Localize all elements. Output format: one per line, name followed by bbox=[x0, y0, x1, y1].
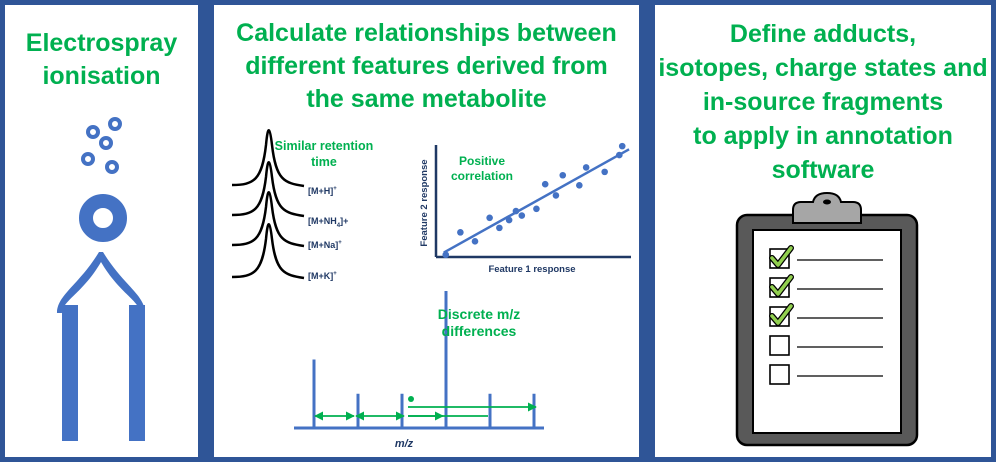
relationships-title-line-1: Calculate relationships between bbox=[236, 19, 617, 47]
peak-mh bbox=[231, 129, 305, 188]
scatter-x-label: Feature 1 response bbox=[488, 264, 575, 275]
scatter-point bbox=[442, 251, 450, 259]
checkbox bbox=[769, 335, 790, 356]
clipboard-icon bbox=[735, 191, 919, 447]
electrospray-title-line-2: ionisation bbox=[42, 62, 161, 90]
droplet bbox=[81, 152, 95, 166]
mz-reference-dot bbox=[408, 396, 414, 402]
checkmark-icon bbox=[770, 275, 793, 296]
correlation-label-line-2: correlation bbox=[451, 169, 513, 183]
scatter-point bbox=[541, 180, 549, 188]
scatter-point bbox=[533, 205, 540, 213]
peak-mna bbox=[231, 191, 305, 248]
relationships-title-line-3: the same metabolite bbox=[306, 85, 547, 113]
droplet bbox=[108, 117, 122, 131]
electrospray-title-line-1: Electrospray bbox=[25, 29, 178, 57]
scatter-point bbox=[559, 171, 567, 179]
scatter-point bbox=[512, 207, 520, 215]
chromatogram-peaks bbox=[231, 129, 305, 280]
correlation-scatter-plot bbox=[434, 142, 631, 259]
clipboard-clip-hole bbox=[823, 199, 831, 205]
mz-spectrum bbox=[294, 291, 544, 430]
relationships-illustration: Similar retention time [M+H]+ [M+NH4]+ [… bbox=[231, 129, 631, 450]
checklist-item bbox=[769, 303, 883, 327]
scatter-point bbox=[616, 151, 623, 159]
electrospray-illustration bbox=[57, 117, 145, 441]
relationships-title-line-2: different features derived from bbox=[245, 52, 608, 80]
mz-axis-label: m/z bbox=[395, 438, 414, 450]
annotation-title: Define adducts, isotopes, charge states … bbox=[655, 17, 991, 187]
relationships-panel: Calculate relationships between differen… bbox=[209, 0, 644, 462]
adduct-label-mna: [M+Na]+ bbox=[308, 240, 342, 250]
annotation-title-line-2: isotopes, charge states and bbox=[658, 54, 988, 82]
needle-wall-left bbox=[62, 305, 78, 441]
droplet bbox=[105, 160, 119, 174]
peak-mk bbox=[231, 223, 305, 280]
scatter-point bbox=[582, 164, 590, 171]
scatter-point bbox=[457, 229, 464, 236]
annotation-title-line-5: software bbox=[771, 156, 875, 184]
retention-label-line-2: time bbox=[311, 155, 337, 169]
adduct-label-mnh4: [M+NH4]+ bbox=[308, 216, 348, 229]
ion-ring bbox=[79, 194, 127, 242]
adduct-label-mh: [M+H]+ bbox=[308, 186, 337, 196]
scatter-point bbox=[576, 182, 583, 189]
checklist-item bbox=[769, 364, 883, 385]
electrospray-panel: Electrospray ionisation bbox=[0, 0, 203, 462]
annotation-panel: Define adducts, isotopes, charge states … bbox=[650, 0, 996, 462]
scatter-point bbox=[471, 238, 479, 245]
retention-label-line-1: Similar retention bbox=[275, 139, 374, 153]
scatter-point bbox=[486, 214, 493, 222]
spray-needle bbox=[57, 252, 145, 441]
checkmark-icon bbox=[770, 304, 793, 325]
checklist-item bbox=[769, 335, 883, 356]
peak-mnh4 bbox=[231, 161, 305, 218]
droplet bbox=[86, 125, 100, 139]
adduct-label-mk: [M+K]+ bbox=[308, 271, 337, 281]
trend-line bbox=[443, 148, 630, 254]
scatter-y-label: Feature 2 response bbox=[419, 159, 430, 246]
droplet bbox=[99, 136, 113, 150]
annotation-title-line-4: to apply in annotation bbox=[693, 122, 953, 150]
annotation-title-line-3: in-source fragments bbox=[702, 88, 944, 116]
checklist-item bbox=[769, 274, 883, 298]
mz-label-line-2: differences bbox=[442, 323, 517, 339]
checklist-item bbox=[769, 245, 883, 269]
scatter-point bbox=[496, 224, 503, 232]
correlation-label-line-1: Positive bbox=[459, 154, 505, 168]
clipboard-clip bbox=[792, 191, 862, 224]
scatter-point bbox=[601, 168, 608, 176]
annotation-title-line-1: Define adducts, bbox=[729, 20, 917, 48]
scatter-point bbox=[518, 212, 526, 219]
checkbox bbox=[769, 364, 790, 385]
needle-wall-right bbox=[129, 305, 145, 441]
relationships-title: Calculate relationships between differen… bbox=[214, 17, 639, 116]
mz-difference-arrows bbox=[314, 396, 537, 421]
scatter-point bbox=[618, 142, 626, 150]
scatter-point bbox=[505, 216, 513, 224]
scatter-point bbox=[552, 192, 560, 199]
checkmark-icon bbox=[770, 246, 793, 267]
electrospray-title: Electrospray ionisation bbox=[5, 27, 198, 93]
mz-label-line-1: Discrete m/z bbox=[438, 306, 520, 322]
checklist bbox=[769, 245, 883, 385]
